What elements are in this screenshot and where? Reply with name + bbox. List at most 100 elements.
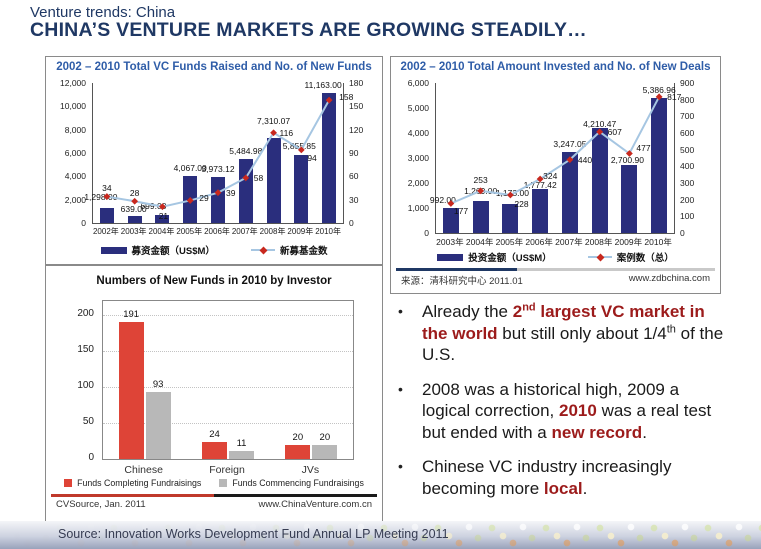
line-value-label: 39 xyxy=(226,188,236,198)
bar xyxy=(561,151,578,233)
bar-value-label: 20 xyxy=(292,431,304,443)
bar xyxy=(532,188,549,233)
bar-value-label: 11,163.00 xyxy=(304,80,342,90)
x-axis-label: 2004年 xyxy=(148,227,175,236)
bullet-segment: 2008 was a historical high, 2009 a logic… xyxy=(422,379,680,421)
bullet-segment: but still only about 1/4 xyxy=(497,323,667,343)
source-left: 来源：清科研究中心 2011.01 xyxy=(401,276,523,287)
bar-value-label: 639.00 xyxy=(120,204,147,214)
gridline xyxy=(103,423,353,425)
bar-value-label: 191 xyxy=(123,308,140,320)
bullet-segment: Chinese VC industry increasingly becomin… xyxy=(422,457,672,498)
gridline xyxy=(103,387,353,389)
right-axis-tick: 180 xyxy=(349,78,364,88)
footer-source: Source: Innovation Works Development Fun… xyxy=(58,527,449,541)
bar xyxy=(145,392,171,459)
legend-item: Funds Commencing Fundraisings xyxy=(219,478,364,488)
source-row: CVSource, Jan. 2011 www.ChinaVenture.com.… xyxy=(56,499,372,510)
x-axis-label: 2005年 xyxy=(495,237,524,247)
marker-swatch xyxy=(259,246,268,254)
bar-value-label: 2,700.90 xyxy=(610,155,644,165)
bullet-text: 2008 was a historical high, 2009 a logic… xyxy=(422,379,730,444)
left-axis-tick: 6,000 xyxy=(64,148,86,158)
x-axis-label: Foreign xyxy=(209,464,245,476)
bullet-marker: • xyxy=(398,303,403,319)
bullet-segment: . xyxy=(582,478,588,498)
left-axis-tick: 4,000 xyxy=(407,128,429,138)
x-axis-label: 2002年 xyxy=(92,227,119,236)
bar xyxy=(591,127,608,233)
x-axis-label: 2007年 xyxy=(555,237,583,247)
bar-value-label: 93 xyxy=(152,379,164,391)
bar xyxy=(211,176,225,223)
legend-label: 案例数（总） xyxy=(616,253,674,264)
line-series xyxy=(103,96,333,211)
bar xyxy=(621,165,638,233)
bar-value-label: 4,210.47 xyxy=(583,119,617,129)
bullet-text: Already the 2nd largest VC market in the… xyxy=(422,301,730,366)
bar xyxy=(229,451,254,459)
eyebrow-label: Venture trends: China xyxy=(30,4,176,21)
bar xyxy=(294,154,309,223)
legend-item: 投资金额（US$M） xyxy=(437,250,552,264)
left-axis-tick: 3,000 xyxy=(407,153,429,163)
right-axis-tick: 600 xyxy=(680,128,695,138)
page-title: CHINA’S VENTURE MARKETS ARE GROWING STEA… xyxy=(30,19,587,41)
bullet-item: • 2008 was a historical high, 2009 a logi… xyxy=(398,379,730,444)
x-axis-label: 2006年 xyxy=(204,227,230,236)
bar-value-label: 11 xyxy=(236,438,247,450)
bullet-marker: • xyxy=(398,380,403,397)
bar xyxy=(155,214,170,223)
chart-title: 2002 – 2010 Total Amount Invested and No… xyxy=(400,61,711,73)
legend-item: 案例数（总） xyxy=(587,250,674,264)
bar-swatch xyxy=(437,253,464,261)
chart-legend: 投资金额（US$M） 案例数（总） xyxy=(391,250,720,264)
bar xyxy=(99,207,114,223)
line-value-label: 477 xyxy=(636,143,651,153)
bar-value-label: 7,310.07 xyxy=(257,116,291,126)
legend-label: 投资金额（US$M） xyxy=(468,253,552,264)
line-value-label: 29 xyxy=(199,193,209,203)
bar xyxy=(472,201,489,233)
source-right: www.ChinaVenture.com.cn xyxy=(258,499,372,510)
left-axis-tick: 12,000 xyxy=(60,78,86,88)
left-axis-tick: 2,000 xyxy=(64,194,86,205)
square-swatch xyxy=(64,479,73,487)
bullet-item: • Already the 2nd largest VC market in th… xyxy=(398,301,730,366)
bar xyxy=(322,92,337,223)
bar-value-label: 3,973.12 xyxy=(201,164,235,174)
gridline xyxy=(103,315,353,317)
bar-swatch xyxy=(100,246,127,254)
source-left: CVSource, Jan. 2011 xyxy=(56,499,146,510)
bar-value-label: 3,247.05 xyxy=(553,139,587,149)
line-series xyxy=(447,93,663,207)
y-axis-tick: 150 xyxy=(77,344,94,356)
bar-value-label: 992.00 xyxy=(429,195,456,205)
bar xyxy=(502,203,519,233)
right-axis-tick: 90 xyxy=(349,148,359,158)
bar-value-label: 699.00 xyxy=(140,201,167,211)
bar xyxy=(312,444,338,459)
x-axis-label: 2003年 xyxy=(120,227,147,236)
line-value-label: 607 xyxy=(607,127,622,137)
source-divider xyxy=(51,494,377,497)
chart-legend: Funds Completing Fundraisings Funds Comme… xyxy=(46,478,382,488)
x-axis-label: 2004年 xyxy=(465,237,494,247)
right-axis-tick: 800 xyxy=(680,94,695,105)
bullet-marker: • xyxy=(398,458,403,474)
left-axis-tick: 2,000 xyxy=(407,178,429,188)
right-axis-tick: 200 xyxy=(680,194,695,205)
source-row: 来源：清科研究中心 2011.01 www.zdbchina.com xyxy=(401,273,710,287)
x-axis-label: 2005年 xyxy=(176,227,203,236)
x-axis-label: 2008年 xyxy=(259,227,286,236)
bullet-segment: th xyxy=(666,322,676,335)
line-value-label: 158 xyxy=(339,92,354,102)
x-axis-label: 2009年 xyxy=(614,237,643,247)
right-axis-tick: 500 xyxy=(680,144,695,155)
bullet-segment: largest VC market in the world xyxy=(422,302,705,343)
legend-label: Funds Commencing Fundraisings xyxy=(232,478,364,488)
right-axis-tick: 120 xyxy=(349,124,364,135)
line-swatch xyxy=(587,253,612,261)
marker-swatch xyxy=(596,253,605,261)
right-axis-tick: 700 xyxy=(680,111,695,122)
